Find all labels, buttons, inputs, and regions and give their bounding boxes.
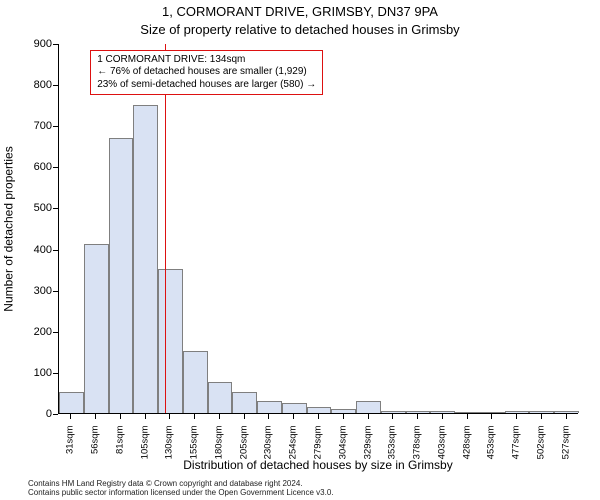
x-tick-label: 527sqm: [560, 426, 571, 486]
y-tick-mark: [53, 291, 58, 292]
x-tick-label: 81sqm: [114, 426, 125, 486]
x-tick-mark: [442, 414, 443, 419]
y-tick-label: 700: [12, 120, 52, 132]
bar: [307, 407, 332, 413]
x-tick-mark: [417, 414, 418, 419]
x-tick-mark: [194, 414, 195, 419]
y-tick-label: 400: [12, 244, 52, 256]
x-tick-mark: [541, 414, 542, 419]
y-tick-label: 900: [12, 38, 52, 50]
bar: [331, 409, 356, 413]
x-tick-label: 428sqm: [461, 426, 472, 486]
annotation-box: 1 CORMORANT DRIVE: 134sqm ← 76% of detac…: [90, 50, 323, 96]
y-axis-title: Number of detached properties: [2, 44, 16, 414]
y-tick-label: 600: [12, 161, 52, 173]
bar: [480, 412, 505, 413]
x-tick-label: 230sqm: [263, 426, 274, 486]
y-tick-label: 0: [12, 408, 52, 420]
x-tick-label: 353sqm: [387, 426, 398, 486]
x-tick-label: 254sqm: [288, 426, 299, 486]
bar: [430, 411, 455, 413]
x-tick-mark: [120, 414, 121, 419]
bar: [381, 411, 406, 413]
x-tick-label: 105sqm: [139, 426, 150, 486]
bar: [529, 411, 554, 413]
property-size-marker: [165, 44, 166, 413]
chart-title-address: 1, CORMORANT DRIVE, GRIMSBY, DN37 9PA: [0, 4, 600, 19]
bar: [59, 392, 84, 413]
x-tick-label: 279sqm: [313, 426, 324, 486]
x-tick-mark: [343, 414, 344, 419]
y-tick-mark: [53, 414, 58, 415]
x-tick-label: 155sqm: [189, 426, 200, 486]
bar: [356, 401, 381, 413]
x-tick-mark: [169, 414, 170, 419]
x-tick-mark: [95, 414, 96, 419]
x-tick-mark: [244, 414, 245, 419]
x-tick-label: 130sqm: [164, 426, 175, 486]
bar: [208, 382, 233, 413]
bar: [282, 403, 307, 413]
bar: [183, 351, 208, 413]
y-tick-mark: [53, 250, 58, 251]
footer-line-1: Contains HM Land Registry data © Crown c…: [28, 479, 334, 489]
chart-title-subtitle: Size of property relative to detached ho…: [0, 22, 600, 37]
x-tick-mark: [467, 414, 468, 419]
x-tick-label: 31sqm: [65, 426, 76, 486]
x-tick-label: 205sqm: [238, 426, 249, 486]
y-tick-label: 100: [12, 367, 52, 379]
x-tick-label: 304sqm: [337, 426, 348, 486]
annotation-line-3: 23% of semi-detached houses are larger (…: [97, 79, 316, 92]
bar: [109, 138, 134, 413]
y-tick-mark: [53, 85, 58, 86]
x-tick-mark: [392, 414, 393, 419]
y-tick-label: 200: [12, 326, 52, 338]
bar: [232, 392, 257, 413]
bar: [84, 244, 109, 413]
y-tick-mark: [53, 44, 58, 45]
y-tick-mark: [53, 208, 58, 209]
x-tick-label: 329sqm: [362, 426, 373, 486]
x-tick-label: 502sqm: [535, 426, 546, 486]
x-tick-mark: [318, 414, 319, 419]
footer-attribution: Contains HM Land Registry data © Crown c…: [28, 479, 334, 498]
x-tick-mark: [268, 414, 269, 419]
plot-area: 1 CORMORANT DRIVE: 134sqm ← 76% of detac…: [58, 44, 578, 414]
x-tick-mark: [566, 414, 567, 419]
y-tick-label: 800: [12, 79, 52, 91]
x-tick-label: 477sqm: [511, 426, 522, 486]
y-tick-label: 500: [12, 202, 52, 214]
bar: [455, 412, 480, 413]
x-tick-label: 378sqm: [412, 426, 423, 486]
bar: [406, 411, 431, 413]
y-tick-label: 300: [12, 285, 52, 297]
x-tick-mark: [491, 414, 492, 419]
bar: [505, 411, 530, 413]
annotation-line-2: ← 76% of detached houses are smaller (1,…: [97, 66, 316, 79]
x-tick-label: 180sqm: [213, 426, 224, 486]
x-axis-title: Distribution of detached houses by size …: [58, 458, 578, 472]
chart-root: 1, CORMORANT DRIVE, GRIMSBY, DN37 9PA Si…: [0, 0, 600, 500]
x-tick-mark: [70, 414, 71, 419]
x-tick-mark: [145, 414, 146, 419]
bar: [257, 401, 282, 413]
y-tick-mark: [53, 167, 58, 168]
x-tick-mark: [219, 414, 220, 419]
x-tick-mark: [368, 414, 369, 419]
plot-inner: 1 CORMORANT DRIVE: 134sqm ← 76% of detac…: [58, 44, 578, 414]
bar: [554, 411, 579, 413]
bar: [133, 105, 158, 413]
footer-line-2: Contains public sector information licen…: [28, 488, 334, 498]
y-tick-mark: [53, 373, 58, 374]
x-tick-mark: [516, 414, 517, 419]
x-tick-label: 403sqm: [436, 426, 447, 486]
x-tick-label: 453sqm: [486, 426, 497, 486]
y-tick-mark: [53, 332, 58, 333]
bar: [158, 269, 183, 413]
x-tick-label: 56sqm: [90, 426, 101, 486]
annotation-line-1: 1 CORMORANT DRIVE: 134sqm: [97, 54, 316, 67]
x-tick-mark: [293, 414, 294, 419]
y-tick-mark: [53, 126, 58, 127]
